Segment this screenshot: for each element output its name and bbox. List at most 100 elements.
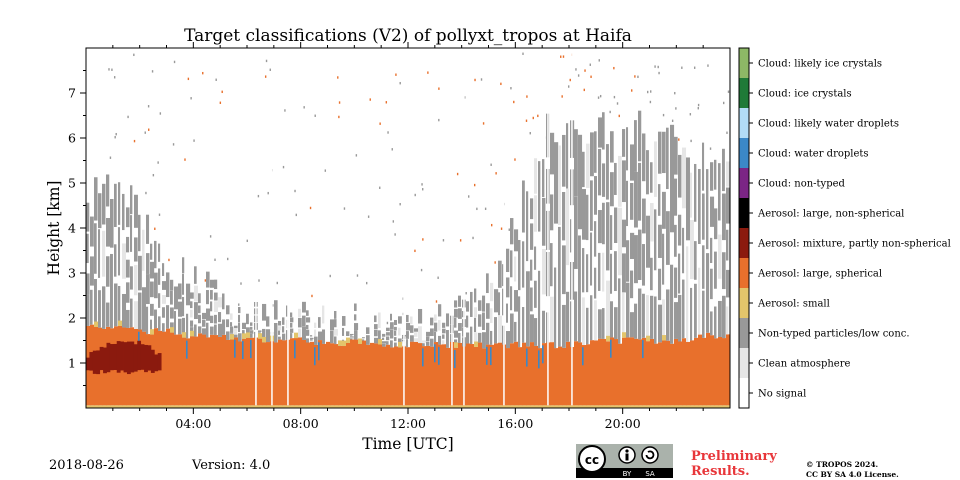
- non-typed-particle-cell: [534, 246, 537, 270]
- speckle-cell: [526, 95, 528, 98]
- small-aerosol-cell: [506, 405, 511, 408]
- small-aerosol-top-cell: [454, 342, 458, 348]
- profile-column: [722, 101, 727, 408]
- speckle-cell: [265, 59, 268, 63]
- large-spherical-aerosol-cell: [234, 337, 239, 406]
- profile-column: [466, 195, 471, 408]
- large-spherical-aerosol-cell: [650, 338, 655, 406]
- profile-column: [698, 168, 703, 408]
- non-typed-particle-cell: [198, 314, 201, 324]
- large-spherical-aerosol-cell: [198, 333, 203, 406]
- non-typed-particle-cell: [446, 313, 450, 327]
- profile-column: [206, 235, 212, 408]
- small-aerosol-cell: [662, 405, 667, 408]
- large-spherical-aerosol-cell: [202, 334, 207, 406]
- profile-column: [690, 66, 696, 408]
- non-typed-particle-cell: [382, 337, 385, 341]
- non-typed-particle-cell: [466, 301, 470, 312]
- large-spherical-aerosol-cell: [294, 338, 299, 406]
- profile-column: [246, 239, 251, 408]
- y-axis: 1 2 3 4 5 6 7: [68, 70, 86, 386]
- small-aerosol-cell: [570, 405, 575, 408]
- non-typed-particle-cell: [182, 317, 186, 338]
- profile-column: [178, 283, 183, 408]
- speckle-cell: [399, 81, 401, 85]
- x-tick-label: 12:00: [390, 416, 426, 431]
- small-aerosol-cell: [182, 405, 187, 408]
- small-aerosol-cell: [254, 405, 259, 408]
- small-aerosol-cell: [450, 405, 455, 408]
- non-typed-particle-cell: [86, 233, 89, 264]
- non-typed-particle-cell: [290, 333, 293, 339]
- non-typed-particle-cell: [538, 161, 541, 232]
- clean-atmosphere-cell: [362, 338, 365, 340]
- small-aerosol-cell: [698, 405, 703, 408]
- legend-swatch: [739, 138, 749, 168]
- non-typed-particle-cell: [258, 330, 262, 332]
- small-aerosol-cell: [518, 405, 523, 408]
- profile-column: [314, 114, 319, 408]
- legend-label: No signal: [758, 389, 806, 400]
- non-typed-particle-cell: [354, 330, 358, 340]
- mixture-cell: [92, 350, 97, 374]
- non-typed-particle-cell: [554, 142, 559, 224]
- speckle-cell: [649, 100, 652, 104]
- clean-atmosphere-cell: [422, 340, 427, 343]
- profile-column: [622, 129, 627, 408]
- non-typed-particle-cell: [154, 240, 157, 269]
- non-typed-particle-cell: [242, 322, 247, 330]
- small-aerosol-top-cell: [190, 330, 194, 337]
- profile-column: [658, 71, 663, 408]
- non-typed-particle-cell: [522, 307, 525, 343]
- small-aerosol-cell: [270, 405, 275, 408]
- large-spherical-aerosol-cell: [362, 340, 367, 406]
- speckle-cell: [689, 113, 692, 116]
- small-aerosol-cell: [218, 405, 223, 408]
- non-typed-particle-cell: [570, 219, 573, 253]
- speckle-cell: [145, 191, 147, 195]
- profile-column: [694, 103, 700, 408]
- small-aerosol-top-cell: [230, 334, 234, 340]
- profile-column: [574, 68, 580, 408]
- small-aerosol-cell: [542, 405, 547, 408]
- small-aerosol-cell: [686, 405, 691, 408]
- profile-column: [358, 338, 363, 408]
- small-aerosol-cell: [466, 405, 471, 408]
- speckle-cell: [613, 95, 616, 99]
- speckle-cell: [422, 238, 424, 241]
- non-typed-particle-cell: [678, 294, 682, 342]
- non-typed-particle-cell: [206, 290, 209, 305]
- non-typed-particle-cell: [674, 178, 678, 216]
- non-typed-particle-cell: [554, 267, 557, 349]
- non-typed-particle-cell: [722, 252, 726, 290]
- non-typed-particle-cell: [598, 309, 602, 339]
- legend-swatch: [739, 348, 749, 378]
- clean-atmosphere-cell: [718, 234, 722, 279]
- non-typed-particle-cell: [674, 224, 677, 257]
- non-typed-particle-cell: [330, 319, 335, 331]
- small-aerosol-cell: [374, 405, 379, 408]
- non-typed-particle-cell: [166, 272, 170, 298]
- profile-column: [706, 64, 712, 408]
- non-typed-particle-cell: [582, 189, 586, 240]
- non-typed-particle-cell: [406, 314, 409, 323]
- large-spherical-aerosol-cell: [222, 334, 227, 406]
- small-aerosol-cell: [502, 405, 507, 408]
- large-spherical-aerosol-cell: [346, 342, 351, 406]
- large-spherical-aerosol-cell: [190, 336, 195, 406]
- speckle-cell: [159, 112, 162, 115]
- non-typed-particle-cell: [206, 322, 209, 338]
- profile-column: [682, 147, 687, 408]
- speckle-cell: [387, 131, 389, 134]
- profile-column: [650, 90, 655, 408]
- profile-column: [582, 69, 587, 408]
- non-typed-particle-cell: [374, 324, 378, 330]
- non-typed-particle-cell: [250, 322, 253, 326]
- small-aerosol-cell: [250, 405, 255, 408]
- speckle-cell: [598, 59, 600, 62]
- large-spherical-aerosol-cell: [170, 332, 175, 406]
- non-typed-particle-cell: [478, 332, 482, 343]
- non-typed-particle-cell: [610, 215, 613, 251]
- legend-swatch: [739, 168, 749, 198]
- profile-column: [102, 183, 107, 408]
